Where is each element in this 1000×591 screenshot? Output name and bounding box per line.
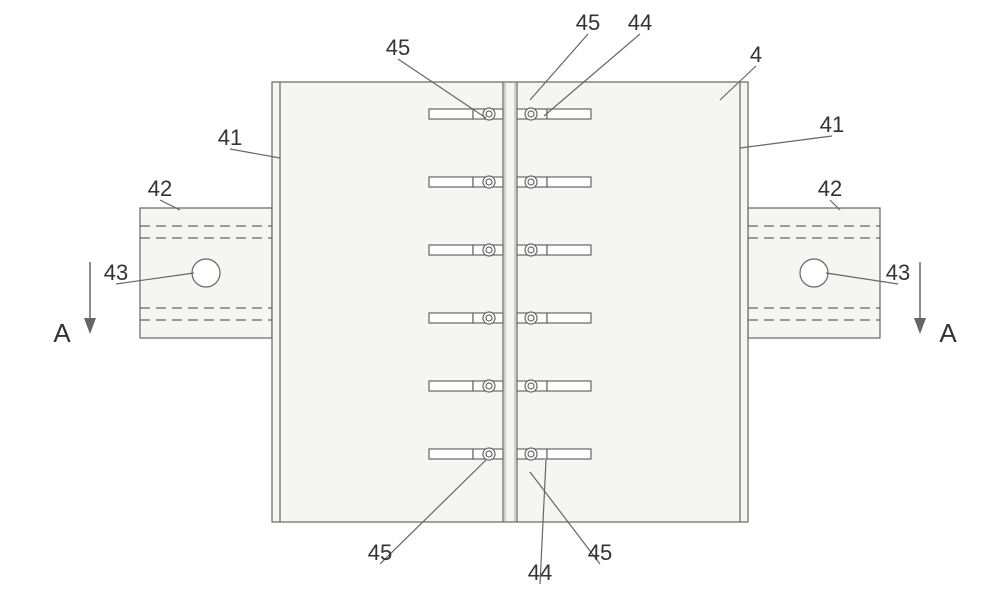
rung-44 [429,109,473,119]
svg-text:44: 44 [628,10,652,35]
svg-text:45: 45 [576,10,600,35]
svg-text:43: 43 [104,260,128,285]
svg-text:45: 45 [386,35,410,60]
svg-text:42: 42 [148,176,172,201]
rung-44 [429,313,473,323]
hole-43-left [192,259,220,287]
rung-44 [429,381,473,391]
svg-text:4: 4 [750,42,762,67]
rung-44 [547,109,591,119]
rung-44 [429,449,473,459]
svg-text:41: 41 [820,112,844,137]
svg-text:45: 45 [368,540,392,565]
engineering-diagram: 4545444414142424343454445AA [0,0,1000,591]
svg-text:42: 42 [818,176,842,201]
svg-text:44: 44 [528,560,552,585]
rung-44 [547,449,591,459]
rung-44 [547,313,591,323]
svg-text:A: A [939,318,957,348]
hole-43-right [800,259,828,287]
svg-text:A: A [53,318,71,348]
rung-44 [429,245,473,255]
svg-text:45: 45 [588,540,612,565]
svg-text:41: 41 [218,125,242,150]
main-body [272,82,748,522]
rung-44 [547,177,591,187]
rung-44 [547,381,591,391]
svg-text:43: 43 [886,260,910,285]
rung-44 [547,245,591,255]
rung-44 [429,177,473,187]
